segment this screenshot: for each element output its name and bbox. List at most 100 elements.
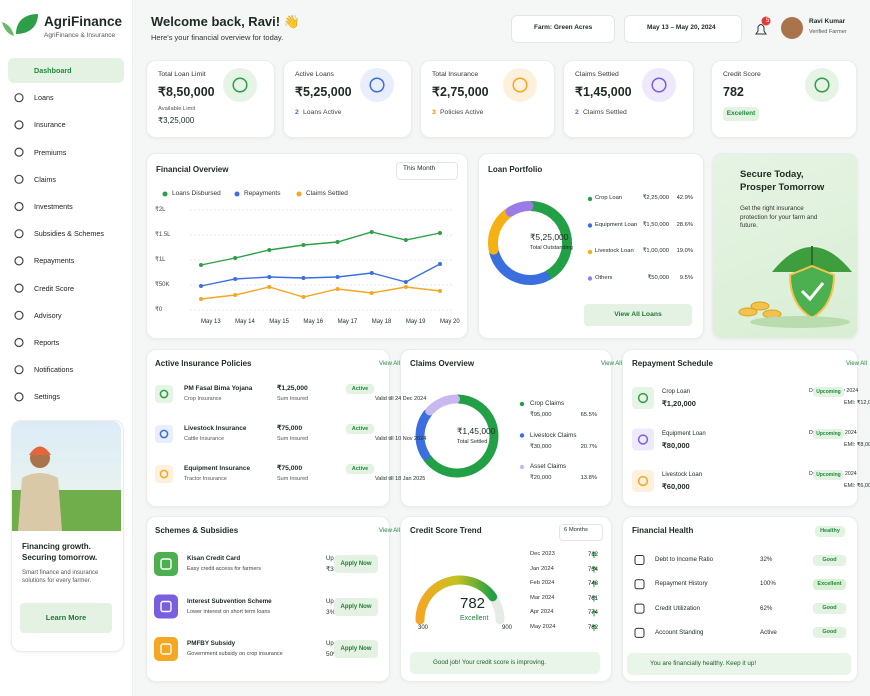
loan-amount: ₹1,20,000 <box>662 399 696 408</box>
shield <box>788 264 836 320</box>
card-title: Claims Overview <box>410 359 475 368</box>
policy-amount-label: Sum Insured <box>277 476 309 482</box>
y-tick-label: ₹0 <box>155 307 163 313</box>
nav-icon <box>14 93 24 103</box>
nav-item[interactable]: Subsidies & Schemes <box>34 229 104 239</box>
date-select[interactable] <box>624 15 742 43</box>
icon-bg <box>223 68 257 102</box>
user-role: Verified Farmer <box>809 29 847 35</box>
health-message: You are financially healthy. Keep it up! <box>650 660 757 667</box>
legend-marker <box>162 191 168 197</box>
icon-bg <box>360 68 394 102</box>
period-select[interactable] <box>396 162 458 180</box>
data-point <box>403 280 408 284</box>
x-tick-label: May 16 <box>303 319 324 325</box>
trend-arrow <box>591 551 597 558</box>
x-tick-label: May 14 <box>235 319 255 325</box>
claims-card <box>400 349 612 507</box>
nav-item[interactable]: Insurance <box>34 120 66 130</box>
view-all-link[interactable]: View All <box>379 361 400 367</box>
trend-arrow <box>591 565 597 573</box>
health-metric: Debt to Income Ratio <box>655 556 714 563</box>
legend-marker <box>587 249 593 255</box>
stat-sub-value: ₹3,25,000 <box>158 116 195 125</box>
legend-marker <box>234 191 240 197</box>
icon-glyph <box>651 77 667 93</box>
subtitle: Here's your financial overview for today… <box>151 33 284 42</box>
y-tick-label: ₹2L <box>155 207 166 213</box>
stat-note-count: 2 <box>575 109 579 116</box>
data-point <box>301 295 306 299</box>
nav-icon <box>14 120 24 130</box>
scheme-glyph <box>160 643 172 655</box>
promo-button[interactable]: Learn More <box>20 603 112 633</box>
policy-name: Livestock Insurance <box>184 425 247 432</box>
scheme-text: Easy credit access for farmers <box>187 566 261 572</box>
data-point <box>199 263 203 267</box>
legend-amount: ₹1,50,000 <box>642 221 669 228</box>
loan-name: Equipment Loan <box>662 430 706 437</box>
health-status: Good <box>813 554 846 566</box>
x-tick-label: May 19 <box>405 319 426 325</box>
policy-name: PM Fasal Bima Yojana <box>184 385 253 392</box>
legend-label: Crop Claims <box>530 400 565 407</box>
scheme-name: PMFBY Subsidy <box>187 640 236 647</box>
legend-marker <box>519 401 525 407</box>
data-point <box>267 285 272 289</box>
farm-select[interactable] <box>511 15 615 43</box>
gauge-min: 300 <box>418 625 429 631</box>
nav-item[interactable]: Settings <box>34 392 60 402</box>
nav-item[interactable]: Notifications <box>34 365 74 375</box>
trend-arrow <box>591 580 597 588</box>
apply-button[interactable]: Apply Now <box>334 555 378 573</box>
nav-item[interactable]: Claims <box>34 174 56 184</box>
legend-percent: 19.0% <box>676 248 693 254</box>
nav-item[interactable]: Reports <box>34 338 60 347</box>
apply-button[interactable]: Apply Now <box>334 640 378 658</box>
trend-month: Dec 2023 <box>530 551 555 557</box>
scheme-name: Interest Subvention Scheme <box>187 597 272 605</box>
legend-percent: 9.5% <box>679 274 693 281</box>
view-all-link[interactable]: View All <box>601 361 622 367</box>
scheme-prefix: Up to <box>326 641 340 647</box>
data-point <box>403 285 408 289</box>
nav-item[interactable]: Dashboard <box>34 66 72 75</box>
stat-card <box>420 60 555 138</box>
nav-item[interactable]: Premiums <box>34 147 67 157</box>
policy-amount-label: Sum Insured <box>277 396 309 402</box>
apply-button[interactable]: Apply Now <box>334 597 378 616</box>
donut-segment <box>505 201 534 217</box>
icon-bg <box>155 465 173 483</box>
nav-item[interactable]: Credit Score <box>34 283 74 293</box>
icon-glyph <box>159 389 169 399</box>
nav-item[interactable]: Loans <box>34 93 54 103</box>
gauge-score: 782 <box>460 595 486 612</box>
donut-segment <box>415 408 433 461</box>
view-all-link[interactable]: View All <box>846 361 867 367</box>
data-point <box>233 256 238 260</box>
period-select[interactable] <box>559 524 603 541</box>
secure-card <box>712 153 858 339</box>
icon-glyph <box>637 434 649 445</box>
card-title: Financial Health <box>632 526 694 535</box>
policy-valid: Valid till 18 Jan 2025 <box>375 476 426 482</box>
trend-message: Good job! Your credit score is improving… <box>433 659 547 666</box>
view-all-link[interactable]: View All <box>379 528 400 534</box>
icon-glyph <box>814 77 830 93</box>
nav-item[interactable]: Repayments <box>34 256 75 266</box>
y-tick-label: ₹1.5L <box>155 232 171 238</box>
data-point <box>438 262 442 266</box>
legend-label: Others <box>595 274 613 281</box>
view-loans-button[interactable]: View All Loans <box>584 304 692 326</box>
health-value: 32% <box>760 556 773 563</box>
nav-item[interactable]: Investments <box>34 202 73 211</box>
scheme-limit: 50% <box>326 651 340 658</box>
data-point <box>335 275 340 279</box>
status-badge: Upcoming <box>813 470 844 480</box>
policy-type: Cattle Insurance <box>184 436 225 442</box>
trend-month: May 2024 <box>530 624 556 630</box>
badge-dot <box>761 16 771 26</box>
nav-item[interactable]: Advisory <box>34 310 62 320</box>
trend-value: 761 <box>588 595 599 602</box>
health-value: 62% <box>760 604 773 612</box>
